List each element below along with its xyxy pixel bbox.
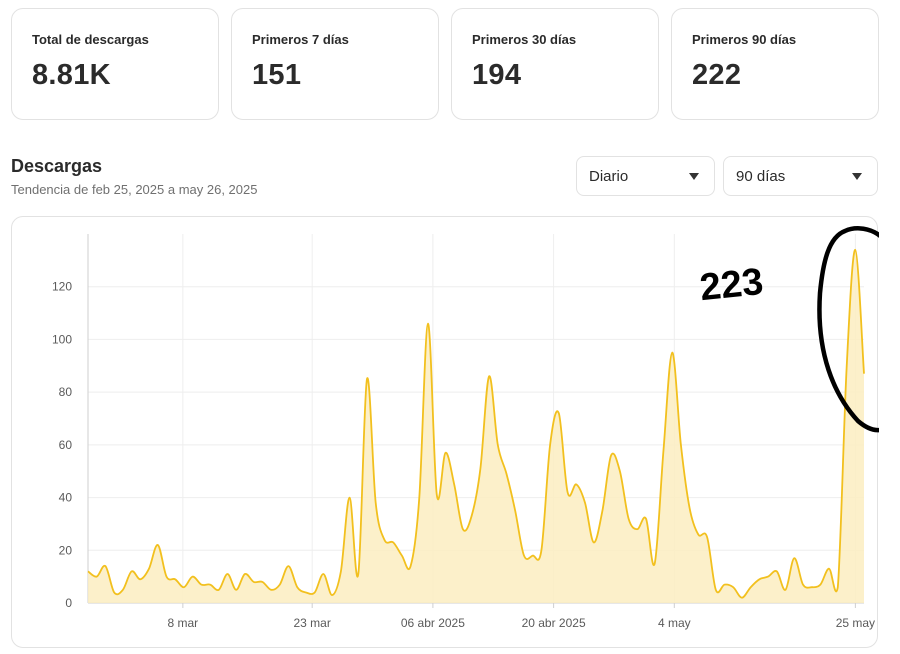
x-tick-label: 25 may [836,616,875,630]
y-tick-label: 40 [59,491,73,505]
stat-value: 151 [252,59,302,91]
stat-label: Primeros 7 días [252,32,349,47]
caret-down-icon [689,173,699,180]
caret-down-icon [852,173,862,180]
section-title: Descargas [11,156,103,176]
stat-card-7-days: Primeros 7 días 151 [231,8,439,120]
x-tick-label: 23 mar [293,616,330,630]
interval-dropdown-value: Diario [589,168,629,185]
series-area [88,249,864,603]
stat-card-total: Total de descargas 8.81K [11,8,219,120]
interval-dropdown[interactable]: Diario [576,156,715,196]
y-tick-label: 60 [59,438,73,452]
range-dropdown-value: 90 días [736,168,786,185]
stat-label: Total de descargas [32,32,149,47]
stat-card-30-days: Primeros 30 días 194 [451,8,659,120]
stat-value: 222 [692,59,742,91]
section-subtitle: Tendencia de feb 25, 2025 a may 26, 2025 [11,182,258,197]
annotation-text: 223 [698,261,765,309]
downloads-chart: 0 20 40 60 80 100 120 8 mar 23 mar 06 abr 2025 20 … [11,216,879,648]
y-tick-label: 80 [59,385,73,399]
annotation-circle [817,226,879,433]
y-tick-label: 120 [52,280,72,294]
stat-card-90-days: Primeros 90 días 222 [671,8,879,120]
stat-value: 194 [472,59,522,91]
downloads-chart-svg: 0 20 40 60 80 100 120 8 mar 23 mar 06 abr 2025 20 … [52,226,879,630]
x-tick-label: 4 may [658,616,691,630]
x-tick-label: 06 abr 2025 [401,616,465,630]
series-line [87,248,865,599]
stat-label: Primeros 90 días [692,32,797,47]
y-tick-label: 0 [65,596,72,610]
x-tick-label: 20 abr 2025 [522,616,586,630]
y-tick-label: 100 [52,332,72,346]
x-tick-label: 8 mar [168,616,199,630]
stat-label: Primeros 30 días [472,32,577,47]
stat-value: 8.81K [32,59,111,91]
range-dropdown[interactable]: 90 días [723,156,878,196]
y-tick-label: 20 [59,543,73,557]
